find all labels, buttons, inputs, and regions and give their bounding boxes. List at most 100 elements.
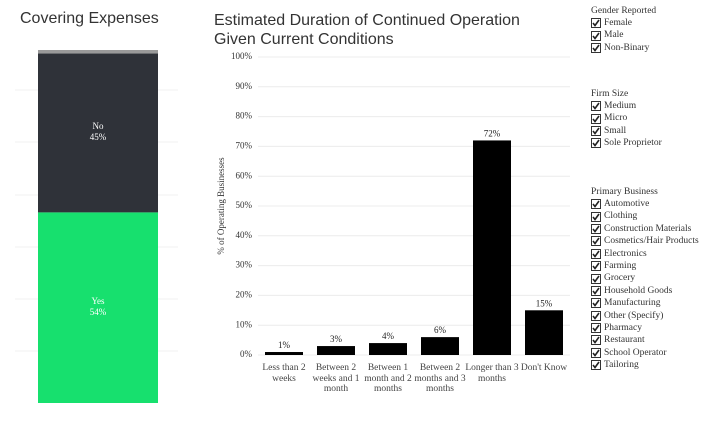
filter-option[interactable]: Male [591, 29, 656, 41]
checkmark [592, 44, 600, 52]
filter-option[interactable]: Pharmacy [591, 322, 699, 334]
checkbox[interactable] [591, 347, 601, 358]
data-label: 3% [330, 334, 343, 344]
checkbox[interactable] [591, 261, 601, 272]
checkmark [592, 225, 600, 233]
y-tick-label: 0% [240, 349, 253, 359]
checkmark [592, 312, 600, 320]
filter-option[interactable]: Tailoring [591, 359, 699, 371]
filter-option[interactable]: Medium [591, 100, 662, 112]
filter-option[interactable]: Female [591, 17, 656, 29]
x-tick-label: Less than 2 weeks [262, 363, 306, 384]
checkbox[interactable] [591, 323, 601, 334]
filter-option[interactable]: Restaurant [591, 334, 699, 346]
checkmark [592, 102, 600, 111]
filter-option[interactable]: Construction Materials [591, 223, 699, 235]
checkmark [592, 361, 600, 370]
checkmark [592, 275, 600, 283]
option-label: Manufacturing [604, 298, 661, 309]
option-label: Sole Proprietor [604, 138, 662, 149]
option-label: School Operator [604, 347, 667, 358]
option-label: Clothing [604, 211, 638, 222]
filter-option[interactable]: Automotive [591, 198, 699, 210]
checkmark [592, 213, 600, 221]
filter-option[interactable]: Other (Specify) [591, 310, 699, 322]
filter-option[interactable]: Cosmetics/Hair Products [591, 235, 699, 247]
segment-label: Yes [91, 296, 105, 306]
filter-title: Firm Size [591, 89, 629, 99]
checkbox[interactable] [591, 236, 601, 247]
bar [421, 337, 459, 355]
checkmark [592, 237, 600, 246]
y-tick-label: 30% [236, 260, 253, 270]
x-tick-label: Between 2 months and 3 months [414, 363, 466, 394]
option-label: Grocery [604, 273, 636, 284]
filter-title: Gender Reported [591, 6, 657, 16]
option-label: Restaurant [604, 335, 645, 346]
checkmark [592, 262, 600, 270]
filter-option[interactable]: Clothing [591, 210, 699, 222]
x-tick-label: Longer than 3 months [465, 363, 519, 384]
option-label: Cosmetics/Hair Products [604, 236, 699, 247]
checkbox[interactable] [591, 125, 601, 136]
checkbox[interactable] [591, 42, 601, 53]
option-label: Male [604, 30, 624, 41]
bar [473, 140, 511, 355]
checkbox[interactable] [591, 101, 601, 112]
bar [317, 346, 355, 355]
checkmark [592, 19, 600, 28]
checkmark [592, 115, 600, 123]
filter-option[interactable]: Electronics [591, 248, 699, 260]
filter-option[interactable]: Household Goods [591, 285, 699, 297]
option-label: Automotive [604, 199, 650, 209]
option-label: Micro [604, 113, 628, 124]
checkbox[interactable] [591, 335, 601, 346]
data-label: 72% [484, 129, 501, 139]
option-label: Construction Materials [604, 223, 692, 234]
checkbox[interactable] [591, 310, 601, 321]
option-label: Farming [604, 260, 637, 271]
checkbox[interactable] [591, 360, 601, 371]
data-label: 45% [90, 132, 107, 142]
checkbox[interactable] [591, 248, 601, 259]
checkmark [592, 324, 600, 332]
y-axis-label: % of Operating Businesses [216, 157, 226, 255]
chart-title: Covering Expenses [20, 10, 159, 27]
y-tick-label: 60% [236, 170, 253, 180]
checkbox[interactable] [591, 30, 601, 41]
filter-option[interactable]: Manufacturing [591, 297, 699, 309]
checkbox[interactable] [591, 211, 601, 222]
checkbox[interactable] [591, 199, 601, 210]
filter-option[interactable]: Sole Proprietor [591, 137, 662, 149]
filter-option[interactable]: School Operator [591, 347, 699, 359]
data-label: 6% [434, 325, 447, 335]
checkbox[interactable] [591, 18, 601, 29]
option-label: Female [604, 18, 632, 28]
filter-option[interactable]: Small [591, 125, 662, 137]
y-tick-label: 10% [236, 319, 253, 329]
checkbox[interactable] [591, 298, 601, 309]
filter-option[interactable]: Farming [591, 260, 699, 272]
filter-option[interactable]: Micro [591, 112, 662, 124]
filter-title: Primary Business [591, 187, 658, 197]
option-label: Non-Binary [604, 42, 650, 53]
data-label: 1% [278, 340, 291, 350]
checkbox[interactable] [591, 273, 601, 284]
checkbox[interactable] [591, 285, 601, 296]
checkmark [592, 337, 600, 345]
segment-label: No [93, 121, 104, 131]
option-label: Household Goods [604, 285, 673, 296]
data-label: 54% [90, 307, 107, 317]
bar-segment [38, 50, 158, 54]
option-label: Other (Specify) [604, 310, 664, 321]
filter-option[interactable]: Grocery [591, 272, 699, 284]
y-tick-label: 100% [231, 51, 253, 61]
option-label: Electronics [604, 248, 647, 259]
filter-group: Primary Business Automotive Clothing Constr… [591, 186, 699, 371]
checkbox[interactable] [591, 138, 601, 149]
filter-option[interactable]: Non-Binary [591, 42, 656, 54]
checkbox[interactable] [591, 223, 601, 234]
data-label: 4% [382, 331, 395, 341]
checkbox[interactable] [591, 113, 601, 124]
